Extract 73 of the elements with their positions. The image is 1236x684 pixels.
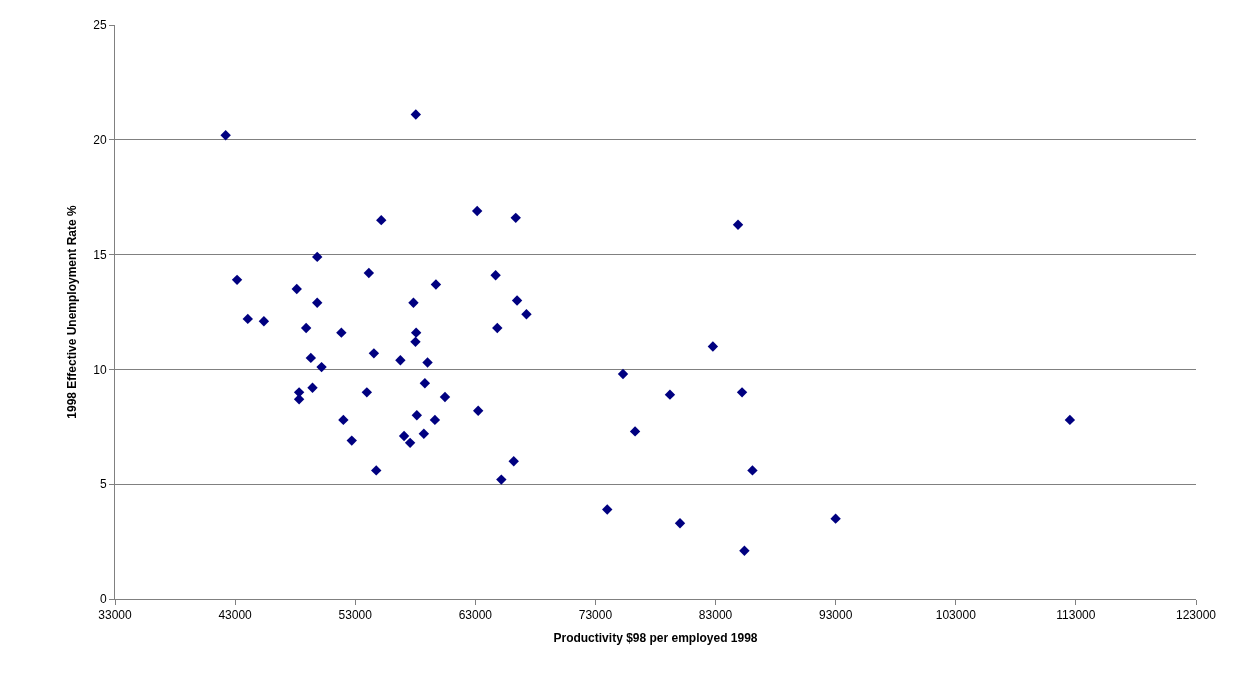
y-tick-label: 15 xyxy=(93,247,107,262)
x-tick-label: 63000 xyxy=(458,608,493,623)
point xyxy=(429,414,441,426)
point xyxy=(732,219,744,230)
point xyxy=(231,274,243,286)
point xyxy=(336,327,347,338)
point xyxy=(363,267,375,279)
point xyxy=(410,327,422,338)
point xyxy=(510,212,521,224)
point xyxy=(419,377,431,389)
point xyxy=(736,387,748,398)
point xyxy=(312,251,323,263)
point xyxy=(629,426,641,437)
x-tick-label: 103000 xyxy=(935,608,977,623)
point xyxy=(398,430,410,442)
point xyxy=(496,474,507,485)
x-tick-label: 93000 xyxy=(818,608,853,623)
point xyxy=(422,357,433,368)
point xyxy=(511,295,523,306)
point xyxy=(242,313,253,325)
y-tick-label: 25 xyxy=(93,18,107,33)
point xyxy=(408,297,419,309)
x-axis-title: Productivity $98 per employed 1998 xyxy=(553,631,758,646)
y-tick-label: 5 xyxy=(99,477,107,492)
point xyxy=(602,504,613,515)
point xyxy=(220,130,231,141)
point xyxy=(312,297,323,309)
point xyxy=(439,391,451,403)
point xyxy=(472,405,484,416)
point xyxy=(707,341,719,352)
point xyxy=(430,279,442,290)
point xyxy=(305,352,317,364)
point xyxy=(307,382,318,393)
point xyxy=(747,465,758,476)
y-tick-label: 10 xyxy=(93,362,107,377)
point xyxy=(664,389,676,400)
point xyxy=(258,315,270,327)
point xyxy=(674,518,686,529)
point xyxy=(617,368,629,380)
x-tick-label: 73000 xyxy=(578,608,613,623)
x-tick-label: 123000 xyxy=(1175,608,1217,623)
point xyxy=(361,387,373,398)
point xyxy=(490,270,501,281)
y-tick-label: 0 xyxy=(99,592,107,607)
point xyxy=(411,410,423,421)
point xyxy=(471,205,483,217)
point xyxy=(410,109,422,120)
point xyxy=(830,513,841,524)
x-tick-label: 33000 xyxy=(98,608,133,623)
x-tick-label: 43000 xyxy=(218,608,253,623)
point xyxy=(521,309,532,320)
point xyxy=(293,394,305,405)
x-tick-label: 83000 xyxy=(698,608,733,623)
point xyxy=(395,355,406,366)
x-tick-label: 113000 xyxy=(1056,608,1096,623)
point xyxy=(418,428,430,439)
point xyxy=(492,322,503,334)
point xyxy=(291,283,302,295)
point xyxy=(739,545,750,556)
point xyxy=(300,322,312,334)
point xyxy=(404,437,416,449)
point xyxy=(371,465,382,476)
point xyxy=(410,336,421,348)
point xyxy=(316,361,327,373)
point xyxy=(346,435,357,446)
point xyxy=(508,456,519,467)
point xyxy=(338,414,349,426)
y-axis-title: 1998 Effective Unemployment Rate % xyxy=(64,204,79,419)
point xyxy=(1064,414,1076,426)
x-tick-label: 53000 xyxy=(338,608,373,623)
point xyxy=(368,348,380,359)
point xyxy=(376,214,387,226)
y-tick-label: 20 xyxy=(93,133,107,147)
